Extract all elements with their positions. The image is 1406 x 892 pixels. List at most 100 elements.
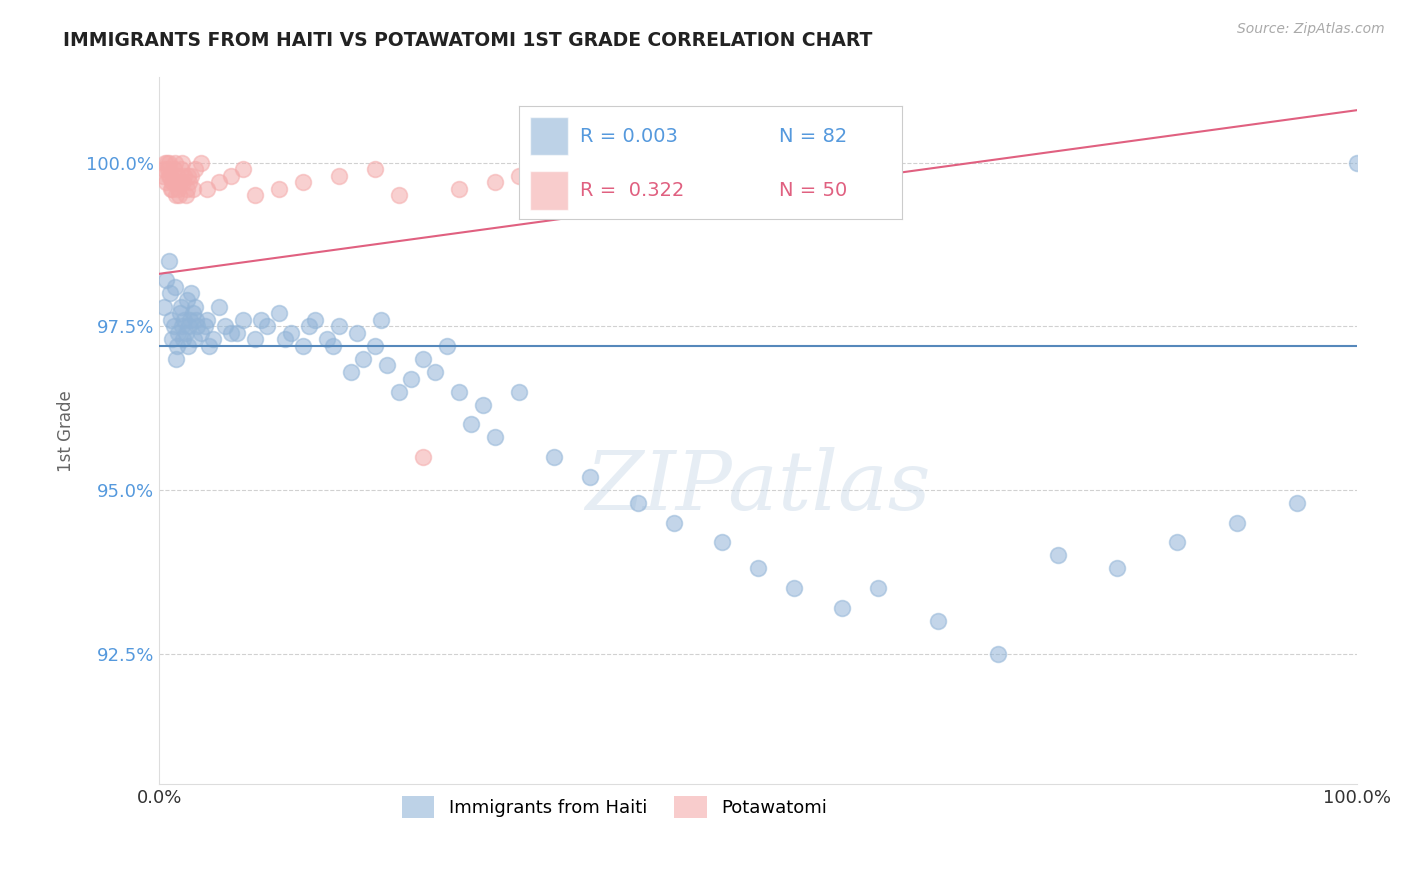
Point <box>375 359 398 373</box>
Point <box>447 384 470 399</box>
Point <box>184 300 207 314</box>
Point <box>155 175 177 189</box>
Point <box>160 312 183 326</box>
Point <box>170 155 193 169</box>
Point <box>170 300 193 314</box>
Point <box>166 169 188 183</box>
Point <box>484 175 506 189</box>
Point <box>627 496 650 510</box>
Point <box>291 175 314 189</box>
Point <box>202 332 225 346</box>
Point <box>174 188 197 202</box>
Point <box>159 286 181 301</box>
Point <box>219 169 242 183</box>
Point <box>190 326 212 340</box>
Point <box>340 365 363 379</box>
Point <box>987 647 1010 661</box>
Point <box>190 155 212 169</box>
Point <box>579 469 602 483</box>
Point <box>159 169 181 183</box>
Point <box>162 319 184 334</box>
Point <box>157 253 180 268</box>
Point <box>163 280 186 294</box>
Point <box>664 516 686 530</box>
Point <box>183 332 205 346</box>
Legend: Immigrants from Haiti, Potawatomi: Immigrants from Haiti, Potawatomi <box>395 789 834 825</box>
Point <box>232 312 254 326</box>
Point <box>1286 496 1309 510</box>
Point <box>364 162 387 177</box>
Point <box>156 155 179 169</box>
Point <box>352 351 374 366</box>
Point <box>274 332 297 346</box>
Point <box>471 398 494 412</box>
Point <box>153 162 176 177</box>
Point <box>165 188 187 202</box>
Point <box>179 312 201 326</box>
Point <box>280 326 302 340</box>
Point <box>208 175 231 189</box>
Point <box>866 581 889 595</box>
Text: IMMIGRANTS FROM HAITI VS POTAWATOMI 1ST GRADE CORRELATION CHART: IMMIGRANTS FROM HAITI VS POTAWATOMI 1ST … <box>63 31 873 50</box>
Point <box>184 162 207 177</box>
Point <box>165 175 187 189</box>
Point <box>567 188 589 202</box>
Text: Source: ZipAtlas.com: Source: ZipAtlas.com <box>1237 22 1385 37</box>
Point <box>177 175 200 189</box>
Point <box>157 169 180 183</box>
Point <box>152 169 174 183</box>
Point <box>169 175 191 189</box>
Point <box>412 351 434 366</box>
Point <box>328 319 350 334</box>
Point <box>177 339 200 353</box>
Point <box>747 169 769 183</box>
Point <box>173 169 195 183</box>
Point <box>198 339 221 353</box>
Point <box>194 319 217 334</box>
Point <box>364 339 387 353</box>
Point <box>711 535 734 549</box>
Point <box>370 312 392 326</box>
Point <box>399 371 422 385</box>
Point <box>167 182 190 196</box>
Point <box>508 169 530 183</box>
Point <box>162 332 184 346</box>
Point <box>1107 561 1129 575</box>
Text: ZIPatlas: ZIPatlas <box>585 448 931 527</box>
Point <box>176 182 198 196</box>
Point <box>298 319 321 334</box>
Point <box>232 162 254 177</box>
Point <box>181 182 204 196</box>
Point <box>167 326 190 340</box>
Point <box>157 155 180 169</box>
Point <box>176 293 198 307</box>
Point <box>315 332 337 346</box>
Point <box>447 182 470 196</box>
Point <box>153 155 176 169</box>
Point <box>388 188 411 202</box>
Point <box>186 319 208 334</box>
Point <box>180 286 202 301</box>
Point <box>346 326 368 340</box>
Point <box>162 175 184 189</box>
Point <box>267 306 290 320</box>
Point <box>508 384 530 399</box>
Point <box>484 430 506 444</box>
Point <box>1046 549 1069 563</box>
Point <box>412 450 434 464</box>
Point <box>167 188 190 202</box>
Point <box>180 169 202 183</box>
Point <box>170 162 193 177</box>
Point <box>831 600 853 615</box>
Point <box>1166 535 1188 549</box>
Point <box>195 312 218 326</box>
Point <box>291 339 314 353</box>
Point <box>162 162 184 177</box>
Point <box>186 312 208 326</box>
Point <box>160 182 183 196</box>
Point <box>1226 516 1249 530</box>
Point <box>256 319 278 334</box>
Point <box>166 339 188 353</box>
Point <box>460 417 482 432</box>
Point <box>328 169 350 183</box>
